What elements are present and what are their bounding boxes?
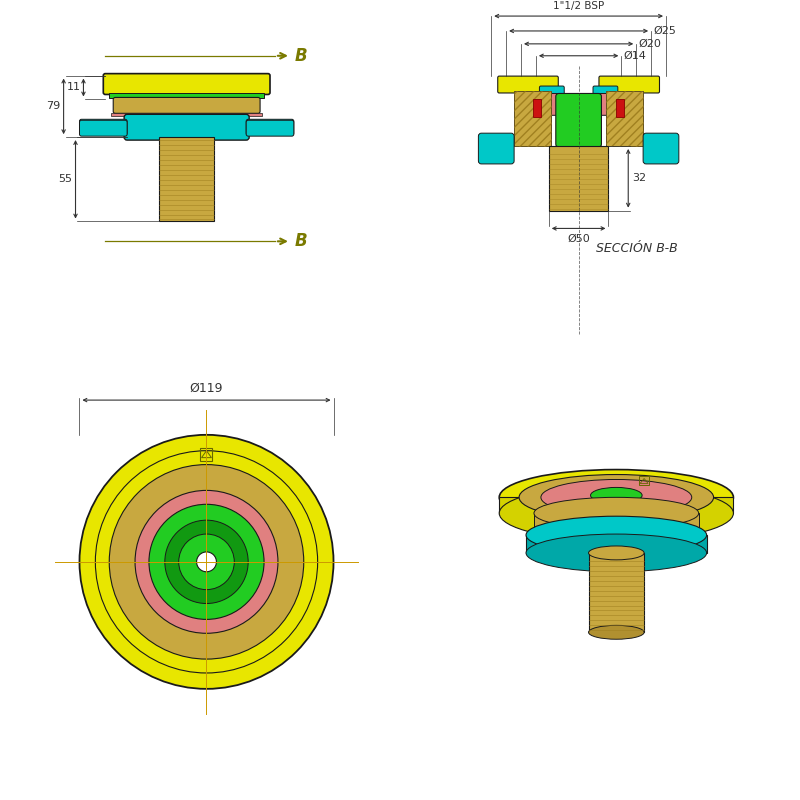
Ellipse shape (589, 626, 644, 639)
Ellipse shape (534, 519, 698, 551)
FancyBboxPatch shape (539, 94, 618, 115)
Text: Ø20: Ø20 (638, 39, 661, 49)
Ellipse shape (499, 470, 734, 525)
Ellipse shape (590, 487, 642, 503)
FancyBboxPatch shape (599, 76, 659, 93)
Ellipse shape (541, 479, 692, 515)
Bar (499, 498, 734, 514)
Bar (514, 91, 551, 146)
Ellipse shape (526, 516, 706, 554)
Text: B: B (295, 46, 307, 65)
Text: Ø14: Ø14 (623, 50, 646, 61)
FancyBboxPatch shape (498, 76, 558, 93)
Bar (514, 91, 551, 146)
Text: B: B (295, 232, 307, 250)
Ellipse shape (526, 534, 706, 572)
Circle shape (110, 465, 304, 659)
Text: 32: 32 (632, 174, 646, 183)
FancyBboxPatch shape (246, 119, 294, 135)
Bar (110, 94, 264, 98)
FancyBboxPatch shape (643, 133, 679, 164)
Ellipse shape (519, 474, 714, 520)
FancyBboxPatch shape (478, 133, 514, 164)
Bar (606, 91, 643, 146)
Bar (533, 99, 541, 118)
Circle shape (165, 520, 248, 603)
Bar (111, 114, 262, 116)
Circle shape (178, 534, 234, 590)
FancyBboxPatch shape (103, 74, 270, 94)
Bar (526, 535, 706, 553)
Ellipse shape (499, 486, 734, 541)
FancyBboxPatch shape (593, 86, 618, 107)
FancyBboxPatch shape (114, 98, 260, 114)
FancyBboxPatch shape (79, 120, 127, 136)
FancyBboxPatch shape (246, 120, 294, 136)
Circle shape (197, 552, 217, 572)
Ellipse shape (589, 546, 644, 560)
Bar (159, 137, 214, 222)
Text: 11: 11 (66, 82, 81, 92)
FancyBboxPatch shape (556, 94, 602, 147)
Bar (639, 475, 649, 486)
Bar (616, 99, 624, 118)
FancyBboxPatch shape (79, 119, 127, 135)
Bar (549, 146, 608, 210)
Text: Ø25: Ø25 (653, 26, 676, 36)
Circle shape (135, 490, 278, 634)
FancyBboxPatch shape (124, 114, 249, 140)
Ellipse shape (534, 498, 698, 529)
Text: 1"1/2 BSP: 1"1/2 BSP (553, 1, 604, 11)
Text: SECCIÓN B-B: SECCIÓN B-B (596, 242, 678, 254)
Bar (606, 91, 643, 146)
Text: Ø119: Ø119 (190, 382, 223, 395)
Circle shape (79, 435, 334, 689)
Text: 79: 79 (46, 102, 61, 111)
Circle shape (95, 450, 318, 673)
Bar (589, 553, 644, 632)
Bar (534, 514, 698, 535)
Bar (199, 448, 213, 461)
Circle shape (149, 504, 264, 619)
Text: Ø50: Ø50 (567, 234, 590, 243)
FancyBboxPatch shape (539, 86, 564, 107)
Text: 55: 55 (58, 174, 73, 184)
